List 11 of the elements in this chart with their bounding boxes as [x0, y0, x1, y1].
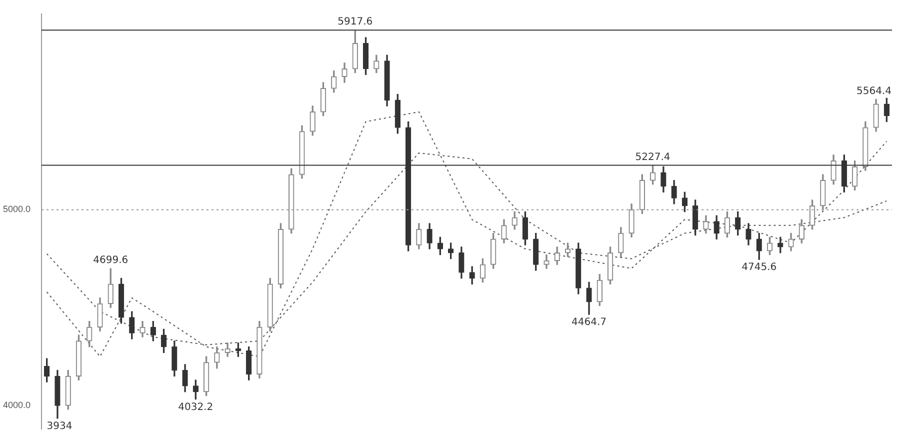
annotation: 5917.6 — [338, 16, 373, 28]
line-series — [46, 111, 888, 358]
annotation: 4745.6 — [742, 262, 777, 274]
y-tick-label: 5000.0 — [2, 204, 31, 214]
annotation: 3934 — [46, 421, 72, 432]
annotation: 4464.7 — [572, 317, 607, 328]
annotation: 4699.6 — [93, 255, 128, 266]
y-tick-label: 4000.0 — [2, 400, 31, 410]
annotation: 5227.4 — [635, 152, 670, 163]
annotation: 4032.2 — [178, 402, 214, 413]
annotation: 5564.4 — [856, 86, 892, 97]
